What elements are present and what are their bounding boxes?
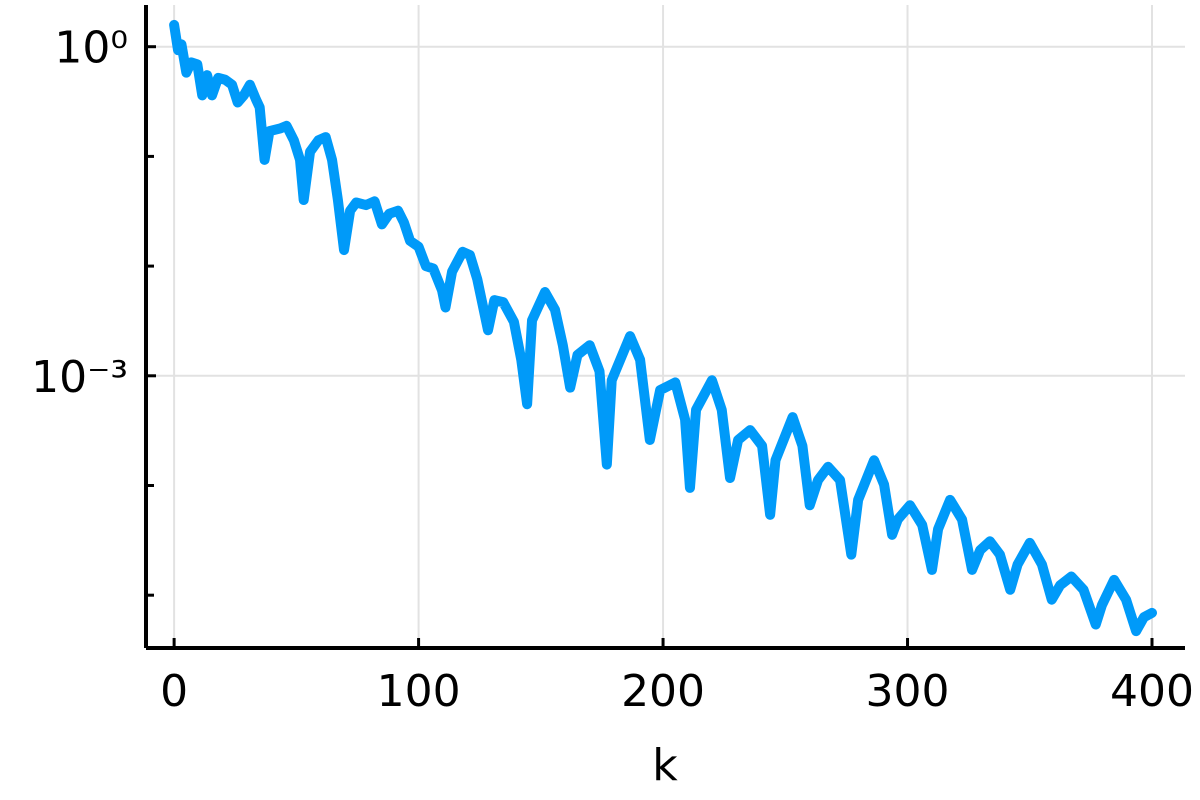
x-tick-label: 300 xyxy=(866,666,950,717)
y-tick-label: 10⁰ xyxy=(54,23,128,74)
data-line xyxy=(169,19,1157,637)
x-tick-label: 200 xyxy=(621,666,705,717)
x-tick-label: 0 xyxy=(160,666,188,717)
x-tick-label: 100 xyxy=(377,666,461,717)
x-tick-label: 400 xyxy=(1110,666,1194,717)
y-tick-label: 10⁻³ xyxy=(31,352,128,403)
x-axis-label: k xyxy=(652,740,678,791)
